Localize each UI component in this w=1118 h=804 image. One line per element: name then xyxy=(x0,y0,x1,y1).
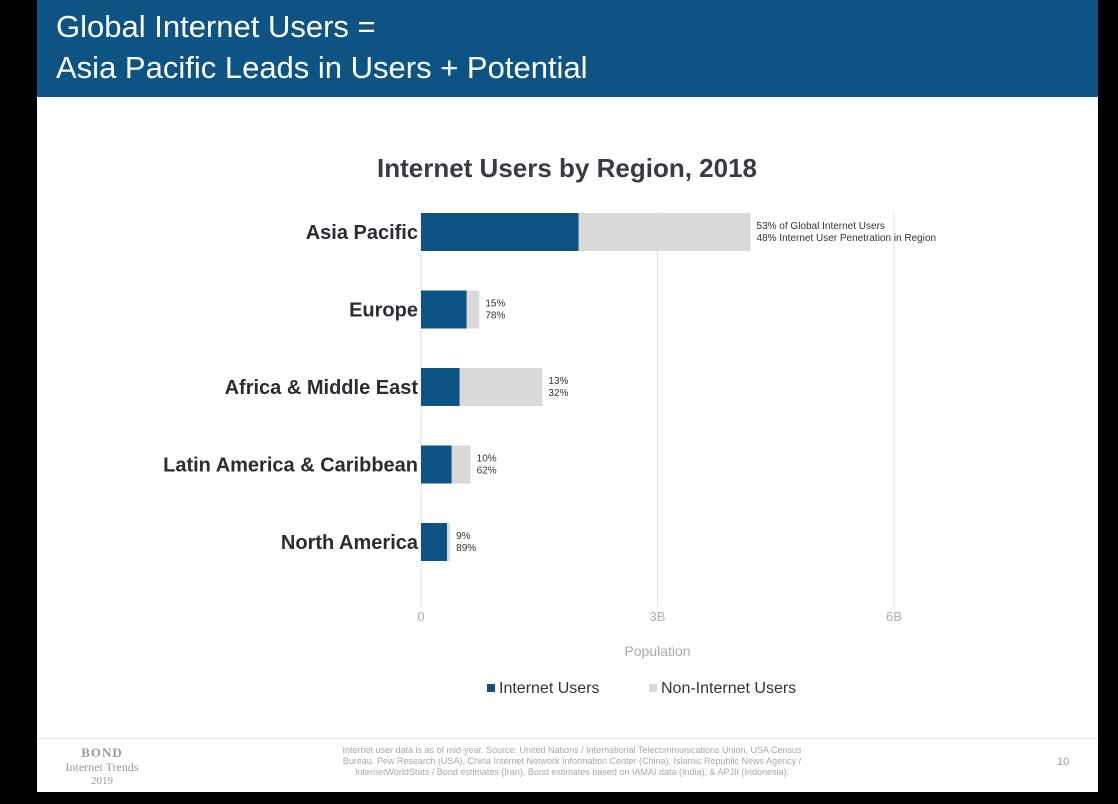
x-tick-label: 3B xyxy=(650,609,666,624)
annotation-share: 9% xyxy=(456,531,471,542)
chart-title: Internet Users by Region, 2018 xyxy=(377,153,757,183)
bar-internet-users xyxy=(421,213,579,251)
legend-swatch xyxy=(649,684,657,692)
source-line: Bureau. Pew Research (USA), China Intern… xyxy=(342,756,802,766)
page-number: 10 xyxy=(1057,756,1070,768)
brand-subtitle: Internet Trends xyxy=(65,760,139,774)
bar-internet-users xyxy=(421,368,460,406)
annotation-share: 53% of Global Internet Users xyxy=(757,221,885,232)
source-line: InternetWorldStats / Bond estimates (Ira… xyxy=(354,767,790,777)
category-label: Europe xyxy=(349,300,418,322)
legend-swatch xyxy=(487,684,495,692)
footer-divider xyxy=(37,738,1098,739)
brand-year: 2019 xyxy=(91,775,113,787)
legend-label: Non-Internet Users xyxy=(661,680,796,697)
chart-category-labels: Asia Pacific Europe Africa & Middle East La… xyxy=(163,222,419,554)
bar-internet-users xyxy=(421,523,448,561)
bar-internet-users xyxy=(421,290,467,329)
slide-title-line-2: Asia Pacific Leads in Users + Potential xyxy=(56,50,588,85)
x-axis-label: Population xyxy=(624,643,690,659)
bar-non-internet-users xyxy=(447,523,451,561)
annotation-penetration: 32% xyxy=(548,388,568,399)
header-banner: Global Internet Users = Asia Pacific Lea… xyxy=(37,0,1098,97)
bond-logo: BOND Internet Trends 2019 xyxy=(47,746,157,788)
bar-chart: Internet Users by Region, 2018 Asia Paci… xyxy=(163,153,936,697)
x-tick-label: 0 xyxy=(417,609,424,624)
annotation-penetration: 78% xyxy=(485,311,505,322)
annotation-penetration: 89% xyxy=(456,543,476,554)
bar-non-internet-users xyxy=(451,445,471,484)
category-label: Asia Pacific xyxy=(306,222,418,244)
bar-non-internet-users xyxy=(459,368,543,406)
bar-non-internet-users xyxy=(466,290,480,329)
chart-bars xyxy=(421,213,751,561)
annotation-share: 15% xyxy=(485,299,505,310)
annotation-share: 10% xyxy=(477,454,497,465)
source-note: Internet user data is as of mid-year. So… xyxy=(287,745,857,778)
legend-label: Internet Users xyxy=(499,680,599,697)
annotation-penetration: 48% Internet User Penetration in Region xyxy=(757,233,937,244)
source-line: Internet user data is as of mid-year. So… xyxy=(342,745,802,755)
chart-x-ticks: 0 3B 6B xyxy=(417,609,902,624)
brand-name: BOND xyxy=(81,745,123,760)
bar-non-internet-users xyxy=(578,213,751,251)
slide: Global Internet Users = Asia Pacific Lea… xyxy=(37,0,1098,792)
annotation-penetration: 62% xyxy=(477,466,497,477)
category-label: Africa & Middle East xyxy=(225,377,419,399)
bar-internet-users xyxy=(421,445,452,484)
slide-title-line-1: Global Internet Users = xyxy=(56,9,376,44)
category-label: North America xyxy=(281,532,419,554)
chart-legend: Internet Users Non-Internet Users xyxy=(487,680,796,697)
chart-grid xyxy=(420,212,895,607)
category-label: Latin America & Caribbean xyxy=(163,455,418,477)
x-tick-label: 6B xyxy=(886,609,902,624)
annotation-share: 13% xyxy=(548,376,568,387)
